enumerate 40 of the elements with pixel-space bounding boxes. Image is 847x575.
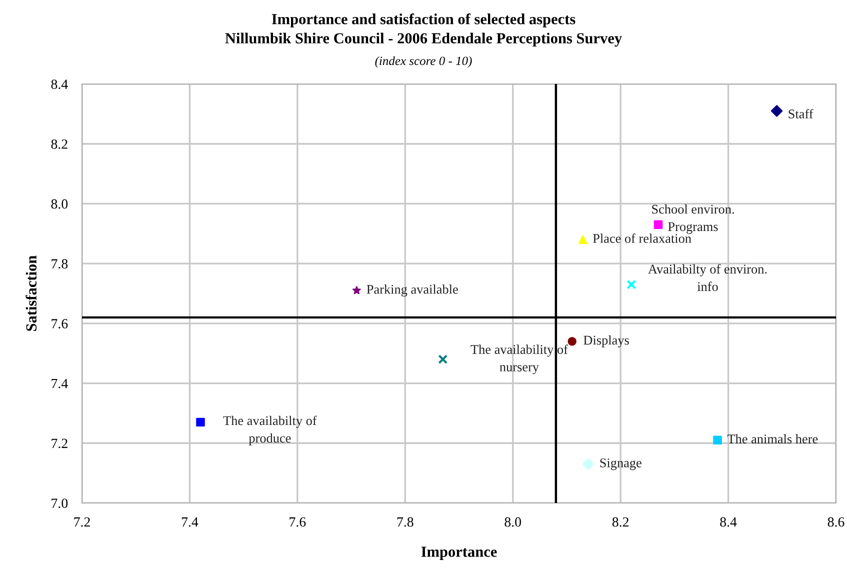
x-tick-label: 8.6: [828, 517, 844, 527]
x-tick-label: 7.4: [182, 517, 198, 527]
x-axis-title: Importance: [421, 546, 497, 560]
series-label: Staff: [788, 108, 814, 118]
series-label: Availabilty of environ. info: [648, 264, 767, 292]
point: [582, 458, 594, 470]
chart-title: Importance and satisfaction of selected aspects Nillumbik Shire Council - 2006 Edendale Perceptions Survey: [225, 13, 622, 47]
series-label: The animals here: [727, 434, 818, 444]
point: [713, 436, 722, 445]
point: [578, 235, 588, 244]
x-tick-label: 7.8: [397, 517, 414, 527]
x-tick-label: 7.6: [290, 517, 306, 527]
point: [626, 280, 636, 290]
chart-subtitle: (index score 0 - 10): [375, 56, 472, 68]
point: [568, 337, 576, 346]
y-axis-title: Satisfaction: [26, 256, 37, 331]
point: [352, 286, 361, 294]
y-tick-label: 7.4: [52, 378, 68, 388]
point: [770, 105, 783, 117]
point: [438, 354, 448, 364]
point: [196, 418, 205, 427]
point: [654, 220, 663, 230]
y-tick-label: 7.0: [52, 498, 68, 508]
series-label: Signage: [600, 458, 642, 470]
series-label: Displays: [584, 335, 629, 348]
x-tick-label: 8.2: [612, 517, 628, 527]
series-label: The availabilty of produce: [223, 416, 317, 446]
series-label: Place of relaxation: [592, 234, 692, 243]
x-tick-label: 8.0: [504, 517, 522, 527]
y-tick-label: 7.6: [52, 319, 68, 328]
y-tick-label: 8.0: [51, 199, 68, 209]
y-tick-label: 8.4: [51, 80, 68, 90]
x-tick-label: 8.4: [720, 517, 737, 527]
series-label: School environ. Programs: [652, 204, 734, 234]
y-tick-label: 7.2: [52, 438, 68, 448]
y-tick-label: 7.8: [52, 259, 68, 269]
series-label: Parking available: [366, 284, 458, 297]
x-tick-label: 7.2: [74, 517, 90, 527]
y-tick-label: 8.2: [51, 139, 68, 149]
series-label: The availability of nursery: [470, 344, 568, 374]
